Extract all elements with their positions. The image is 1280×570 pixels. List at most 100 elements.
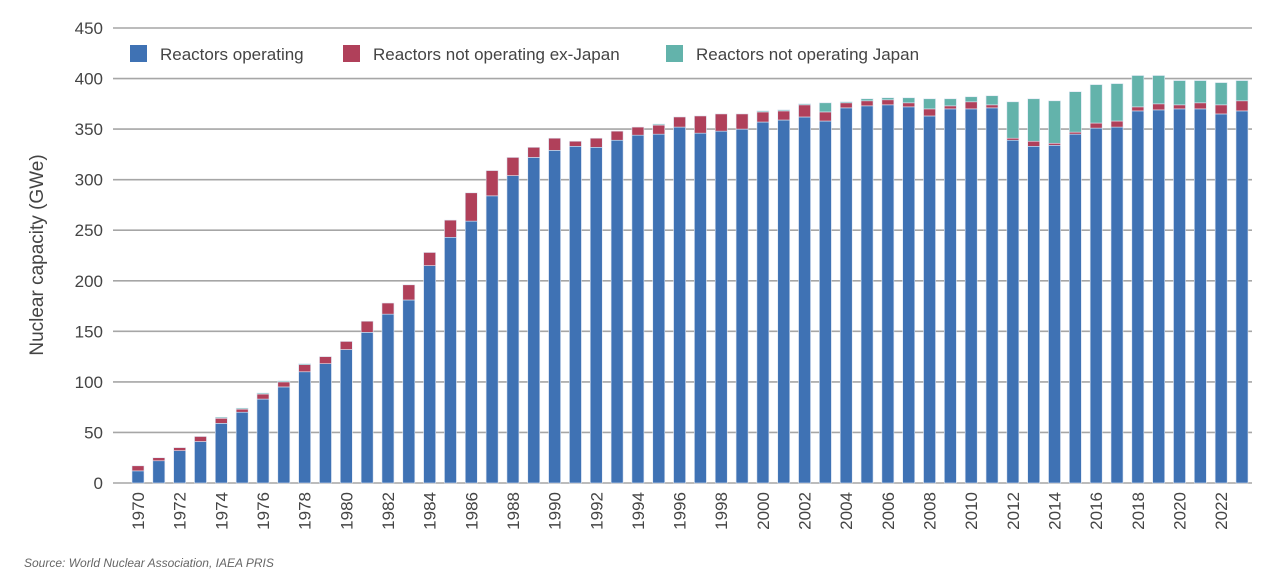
bar-not-operating-ex-japan-1995 — [652, 124, 666, 135]
bar-operating-1991 — [569, 146, 582, 484]
bar-not-operating-ex-japan-1997 — [694, 115, 707, 134]
bar-not-operating-ex-japan-2005 — [860, 100, 874, 107]
x-tick-label: 2010 — [962, 492, 981, 530]
bar-not-operating-ex-japan-2001 — [777, 110, 791, 121]
bar-operating-2005 — [860, 105, 874, 484]
bar-not-operating-japan-2015 — [1069, 91, 1082, 133]
y-tick-label: 0 — [94, 474, 103, 493]
bar-operating-1973 — [194, 441, 207, 484]
bar-operating-1990 — [548, 150, 561, 484]
bar-not-operating-ex-japan-2002 — [798, 104, 811, 118]
x-tick-label: 2002 — [796, 492, 815, 530]
bar-not-operating-ex-japan-1977 — [277, 381, 291, 388]
bar-not-operating-ex-japan-1982 — [381, 302, 395, 315]
bar-not-operating-japan-2018 — [1131, 75, 1145, 108]
bar-operating-1999 — [735, 128, 749, 484]
bar-not-operating-japan-2011 — [985, 95, 999, 106]
bar-not-operating-japan-2003 — [819, 102, 832, 113]
bar-operating-2014 — [1048, 144, 1061, 484]
bar-not-operating-ex-japan-1985 — [444, 219, 457, 238]
bar-not-operating-ex-japan-1998 — [714, 113, 728, 132]
bar-not-operating-ex-japan-2017 — [1110, 120, 1124, 128]
bar-not-operating-ex-japan-1978 — [298, 364, 311, 373]
bar-not-operating-ex-japan-1975 — [235, 408, 249, 413]
bar-operating-1971 — [152, 460, 166, 484]
y-tick-label: 400 — [75, 70, 103, 89]
legend-label: Reactors not operating Japan — [696, 45, 919, 64]
bar-operating-2012 — [1006, 139, 1020, 484]
x-tick-label: 1992 — [587, 492, 606, 530]
y-tick-label: 300 — [75, 171, 103, 190]
bar-not-operating-japan-2016 — [1089, 84, 1103, 124]
bar-operating-1975 — [235, 411, 249, 484]
x-tick-label: 1990 — [546, 492, 565, 530]
bar-operating-1976 — [256, 398, 270, 484]
bar-not-operating-ex-japan-1986 — [464, 192, 478, 222]
bar-not-operating-japan-1976 — [256, 392, 270, 395]
bar-operating-1986 — [464, 220, 478, 484]
bar-operating-2009 — [944, 108, 957, 484]
bar-not-operating-ex-japan-2019 — [1152, 103, 1165, 111]
bar-not-operating-ex-japan-1979 — [319, 356, 332, 364]
y-tick-label: 200 — [75, 272, 103, 291]
x-tick-label: 1972 — [171, 492, 190, 530]
bar-operating-2022 — [1214, 113, 1228, 484]
x-tick-label: 2012 — [1004, 492, 1023, 530]
bar-not-operating-japan-2019 — [1152, 75, 1165, 105]
bars — [131, 75, 1249, 484]
bar-operating-2010 — [964, 108, 978, 484]
bar-not-operating-ex-japan-1971 — [152, 457, 166, 462]
x-tick-label: 1978 — [296, 492, 315, 530]
bar-operating-1994 — [631, 134, 645, 484]
bar-not-operating-japan-2007 — [902, 97, 916, 104]
bar-operating-2016 — [1089, 127, 1103, 484]
bar-operating-2021 — [1194, 108, 1207, 484]
y-axis-label: Nuclear capacity (GWe) — [27, 154, 48, 355]
bar-not-operating-ex-japan-2003 — [819, 111, 832, 122]
bar-operating-1988 — [506, 175, 520, 484]
bar-not-operating-ex-japan-2007 — [902, 102, 916, 108]
x-tick-label: 1982 — [379, 492, 398, 530]
bar-not-operating-ex-japan-2006 — [881, 99, 895, 106]
x-tick-label: 2018 — [1129, 492, 1148, 530]
bar-not-operating-ex-japan-2023 — [1235, 100, 1249, 112]
bar-operating-2002 — [798, 116, 811, 484]
bar-operating-2013 — [1027, 146, 1040, 484]
x-tick-label: 1996 — [671, 492, 690, 530]
bar-operating-1987 — [485, 195, 499, 484]
x-axis-ticks: 1970 1972 1974 1976 1978 1980 1982 1984 1986 1988… — [129, 492, 1231, 530]
bar-operating-1992 — [589, 147, 603, 484]
x-tick-label: 1994 — [629, 492, 648, 530]
bar-not-operating-japan-1975 — [235, 407, 249, 410]
bar-operating-2011 — [985, 107, 999, 484]
bar-operating-2001 — [777, 119, 791, 484]
x-tick-label: 1976 — [254, 492, 273, 530]
bar-operating-1995 — [652, 133, 666, 484]
bar-not-operating-japan-1977 — [277, 380, 291, 383]
x-tick-label: 1988 — [504, 492, 523, 530]
bar-not-operating-japan-1978 — [298, 363, 311, 366]
bar-not-operating-ex-japan-2010 — [964, 101, 978, 110]
bar-operating-1985 — [444, 237, 457, 484]
bar-not-operating-ex-japan-2013 — [1027, 140, 1040, 147]
bar-not-operating-japan-2006 — [881, 97, 895, 101]
bar-operating-1982 — [381, 313, 395, 484]
y-tick-label: 50 — [84, 423, 103, 442]
bar-operating-1981 — [360, 332, 374, 484]
bar-operating-1978 — [298, 371, 311, 484]
bar-not-operating-ex-japan-2000 — [756, 111, 770, 123]
bar-not-operating-ex-japan-2022 — [1214, 104, 1228, 115]
legend-label: Reactors operating — [160, 45, 304, 64]
legend: Reactors operating Reactors not operating… — [130, 45, 919, 64]
bar-operating-1977 — [277, 386, 291, 484]
bar-not-operating-ex-japan-1994 — [631, 126, 645, 136]
bar-operating-1974 — [215, 423, 228, 484]
x-tick-label: 2004 — [837, 492, 856, 530]
bar-operating-1984 — [423, 265, 436, 484]
y-tick-label: 350 — [75, 120, 103, 139]
bar-not-operating-japan-2001 — [777, 109, 791, 112]
bar-not-operating-ex-japan-2021 — [1194, 102, 1207, 110]
bar-not-operating-ex-japan-1993 — [610, 130, 624, 141]
bar-not-operating-ex-japan-2011 — [985, 104, 999, 109]
bar-not-operating-ex-japan-1970 — [131, 465, 145, 472]
